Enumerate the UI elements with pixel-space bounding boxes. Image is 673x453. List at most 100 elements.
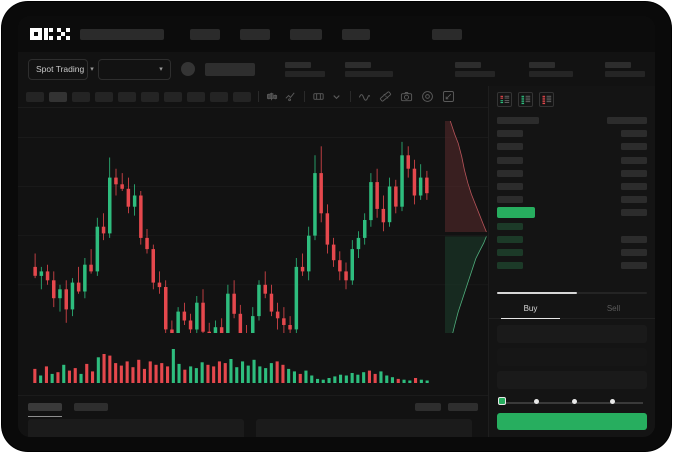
orders-tab-list — [18, 396, 488, 417]
order-entry-panel: Buy Sell — [488, 86, 655, 437]
orderbook-row-bid[interactable] — [497, 220, 647, 233]
orderbook-cell-amount — [621, 130, 647, 138]
candlestick-chart[interactable] — [18, 108, 488, 333]
order-total-field[interactable] — [497, 371, 647, 389]
orderbook-mode-asks-icon[interactable] — [539, 92, 554, 107]
orders-actions — [415, 403, 478, 411]
settings-icon[interactable] — [421, 90, 434, 103]
orderbook-cell-price — [497, 143, 523, 151]
order-form — [489, 319, 655, 389]
market-type-label: Spot Trading — [36, 64, 85, 74]
volume-chart-svg — [33, 349, 429, 383]
orderbook-row-ask[interactable] — [497, 193, 647, 206]
nav-item-5[interactable] — [432, 28, 462, 40]
orderbook-cell-price — [497, 183, 523, 191]
stat-label — [455, 61, 481, 68]
stat-label — [285, 61, 311, 68]
market-type-dropdown[interactable]: Spot Trading ▾ — [28, 58, 94, 80]
bar-chart-icon[interactable] — [312, 90, 325, 103]
tab-sell[interactable]: Sell — [606, 304, 621, 313]
timeframe-8[interactable] — [187, 91, 205, 102]
nav-item-4[interactable] — [342, 28, 370, 40]
stat-value — [345, 70, 393, 77]
timeframe-3[interactable] — [72, 91, 90, 102]
orderbook-scrollbar-thumb[interactable] — [497, 292, 577, 294]
orders-bottom-bar — [18, 395, 488, 437]
nav-item-3[interactable] — [290, 28, 322, 40]
orderbook-row-ask[interactable] — [497, 140, 647, 153]
orderbook-cell-price — [497, 130, 523, 138]
camera-icon[interactable] — [400, 90, 413, 103]
percent-stop-75[interactable] — [610, 398, 615, 404]
okx-logo[interactable] — [30, 28, 70, 40]
bottom-action-2[interactable] — [448, 403, 478, 411]
percent-stop-50[interactable] — [572, 398, 577, 404]
stat-value — [605, 70, 645, 77]
order-price-field[interactable] — [497, 325, 647, 343]
orderbook-cell-price — [497, 235, 523, 243]
orderbook-mode-bids-icon[interactable] — [518, 92, 533, 107]
chevron-down-icon[interactable] — [330, 90, 343, 103]
chevron-down-icon: ▾ — [90, 65, 94, 73]
market-depth-overlay — [441, 121, 493, 343]
orderbook-row-ask[interactable] — [497, 154, 647, 167]
bottom-tab-open-orders[interactable] — [28, 403, 62, 417]
orderbook-cell-price — [497, 196, 523, 204]
nav-search-skeleton[interactable] — [80, 28, 164, 40]
orderbook-row-bid[interactable] — [497, 233, 647, 246]
wave-indicator-icon[interactable] — [358, 90, 371, 103]
orderbook-cell-price — [497, 262, 523, 270]
stat-24h-low — [455, 61, 495, 77]
fullscreen-icon[interactable] — [442, 90, 455, 103]
orderbook-row-header[interactable] — [497, 114, 647, 127]
orderbook-cell-amount — [621, 169, 647, 177]
orderbook-rows — [497, 114, 647, 272]
place-buy-order-button[interactable] — [497, 413, 647, 430]
orderbook-cell-amount — [621, 143, 647, 151]
orderbook-row-spread[interactable] — [497, 206, 647, 219]
orderbook-row-bid[interactable] — [497, 259, 647, 272]
timeframe-5[interactable] — [118, 91, 136, 102]
orderbook-list[interactable] — [489, 111, 655, 296]
orderbook-row-ask[interactable] — [497, 167, 647, 180]
pair-select-dropdown[interactable]: ▾ — [98, 58, 171, 80]
orderbook-cell-amount — [607, 117, 647, 125]
bottom-action-1[interactable] — [415, 403, 441, 411]
timeframe-7[interactable] — [164, 91, 182, 102]
timeframe-10[interactable] — [233, 91, 251, 102]
market-depth-svg — [445, 121, 487, 343]
timeframe-1[interactable] — [26, 91, 44, 102]
orderbook-cell-amount — [621, 248, 647, 256]
orderbook-row-bid[interactable] — [497, 246, 647, 259]
orders-panels — [18, 411, 488, 437]
stat-24h-volume-quote — [605, 61, 645, 77]
stat-label — [529, 61, 555, 68]
percent-slider[interactable] — [497, 395, 647, 411]
orderbook-cell-price — [497, 117, 539, 125]
timeframe-4[interactable] — [95, 91, 113, 102]
line-chart-icon[interactable] — [284, 90, 297, 103]
orderbook-mode-both-icon[interactable] — [497, 92, 512, 107]
nav-item-1[interactable] — [190, 28, 220, 40]
timeframe-9[interactable] — [210, 91, 228, 102]
percent-stop-25[interactable] — [534, 398, 539, 404]
timeframe-6[interactable] — [141, 91, 159, 102]
ruler-icon[interactable] — [379, 90, 392, 103]
orderbook-row-ask[interactable] — [497, 127, 647, 140]
order-amount-field[interactable] — [497, 348, 647, 366]
orderbook-cell-amount — [621, 156, 647, 164]
last-price-skeleton — [204, 62, 255, 76]
orderbook-cell-amount — [621, 209, 647, 217]
bottom-tab-order-history[interactable] — [74, 403, 108, 411]
tab-buy[interactable]: Buy — [489, 298, 572, 319]
buy-sell-tab-list: Buy Sell — [489, 298, 655, 319]
app-screen: Spot Trading ▾ ▾ — [18, 16, 655, 437]
percent-slider-handle[interactable] — [498, 397, 506, 405]
candlestick-icon[interactable] — [266, 90, 279, 103]
nav-item-2[interactable] — [240, 28, 270, 40]
orderbook-row-ask[interactable] — [497, 180, 647, 193]
orderbook-cell-amount — [621, 235, 647, 243]
timeframe-2[interactable] — [49, 91, 67, 102]
orderbook-display-modes — [489, 86, 655, 111]
